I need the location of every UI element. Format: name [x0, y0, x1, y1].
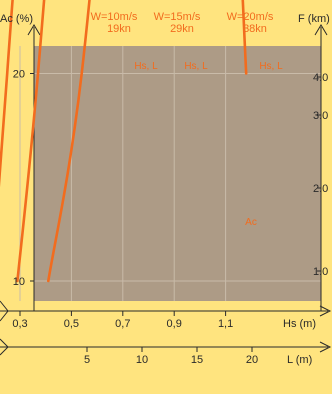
ac-axis-label: Ac (%) — [0, 13, 33, 25]
right-axis-arrow — [314, 24, 328, 36]
f-tick-label: 2.0 — [313, 183, 328, 195]
hs-axis-label: Hs (m) — [283, 318, 316, 330]
hs-axis-arrow — [319, 305, 332, 317]
hs-tick-label: 0,7 — [115, 318, 130, 330]
hs-tick-label: 0,5 — [64, 318, 79, 330]
l-tick-label: 5 — [84, 354, 90, 366]
wind-speed-label: W=15m/s — [154, 11, 201, 23]
wind-knots-label: 29kn — [170, 23, 194, 35]
hs-l-annotation: Hs, L — [184, 61, 208, 72]
l-tick-label: 10 — [136, 354, 148, 366]
f-tick-label: 1.0 — [313, 266, 328, 278]
hs-tick-label: 1,1 — [218, 318, 233, 330]
wind-curve-3 — [47, 0, 91, 283]
wind-speed-label: W=10m/s — [91, 11, 138, 23]
f-axis-label: F (km) — [298, 13, 330, 25]
hs-axis-left-mark — [0, 300, 9, 322]
hs-l-annotation: Hs, L — [134, 61, 158, 72]
wind-speed-label: W=20m/s — [227, 11, 274, 23]
f-tick-label: 3.0 — [313, 110, 328, 122]
ac-annotation: Ac — [245, 217, 257, 228]
labels: 102030405060708090Ac (%)1.02.03.04.0F (k… — [0, 11, 330, 366]
l-tick-label: 15 — [191, 354, 203, 366]
l-axis-label: L (m) — [287, 354, 312, 366]
curves — [0, 0, 248, 283]
hs-l-annotation: Hs, L — [259, 61, 283, 72]
wind-knots-label: 19kn — [107, 23, 131, 35]
left-axis-arrow — [27, 24, 41, 36]
ac-tick-label: 20 — [13, 69, 25, 81]
wind-curve-1 — [0, 0, 14, 190]
hs-tick-label: 0,9 — [167, 318, 182, 330]
plot-area — [34, 46, 321, 301]
wind-knots-label: 38kn — [243, 23, 267, 35]
axes — [0, 24, 332, 356]
ac-tick-label: 10 — [13, 276, 25, 288]
f-tick-label: 4.0 — [313, 72, 328, 84]
wind-curve-2 — [16, 0, 46, 283]
l-axis-left-mark — [0, 338, 9, 356]
hs-tick-label: 0,3 — [12, 318, 27, 330]
l-tick-label: 20 — [246, 354, 258, 366]
l-axis-arrow — [319, 341, 332, 353]
